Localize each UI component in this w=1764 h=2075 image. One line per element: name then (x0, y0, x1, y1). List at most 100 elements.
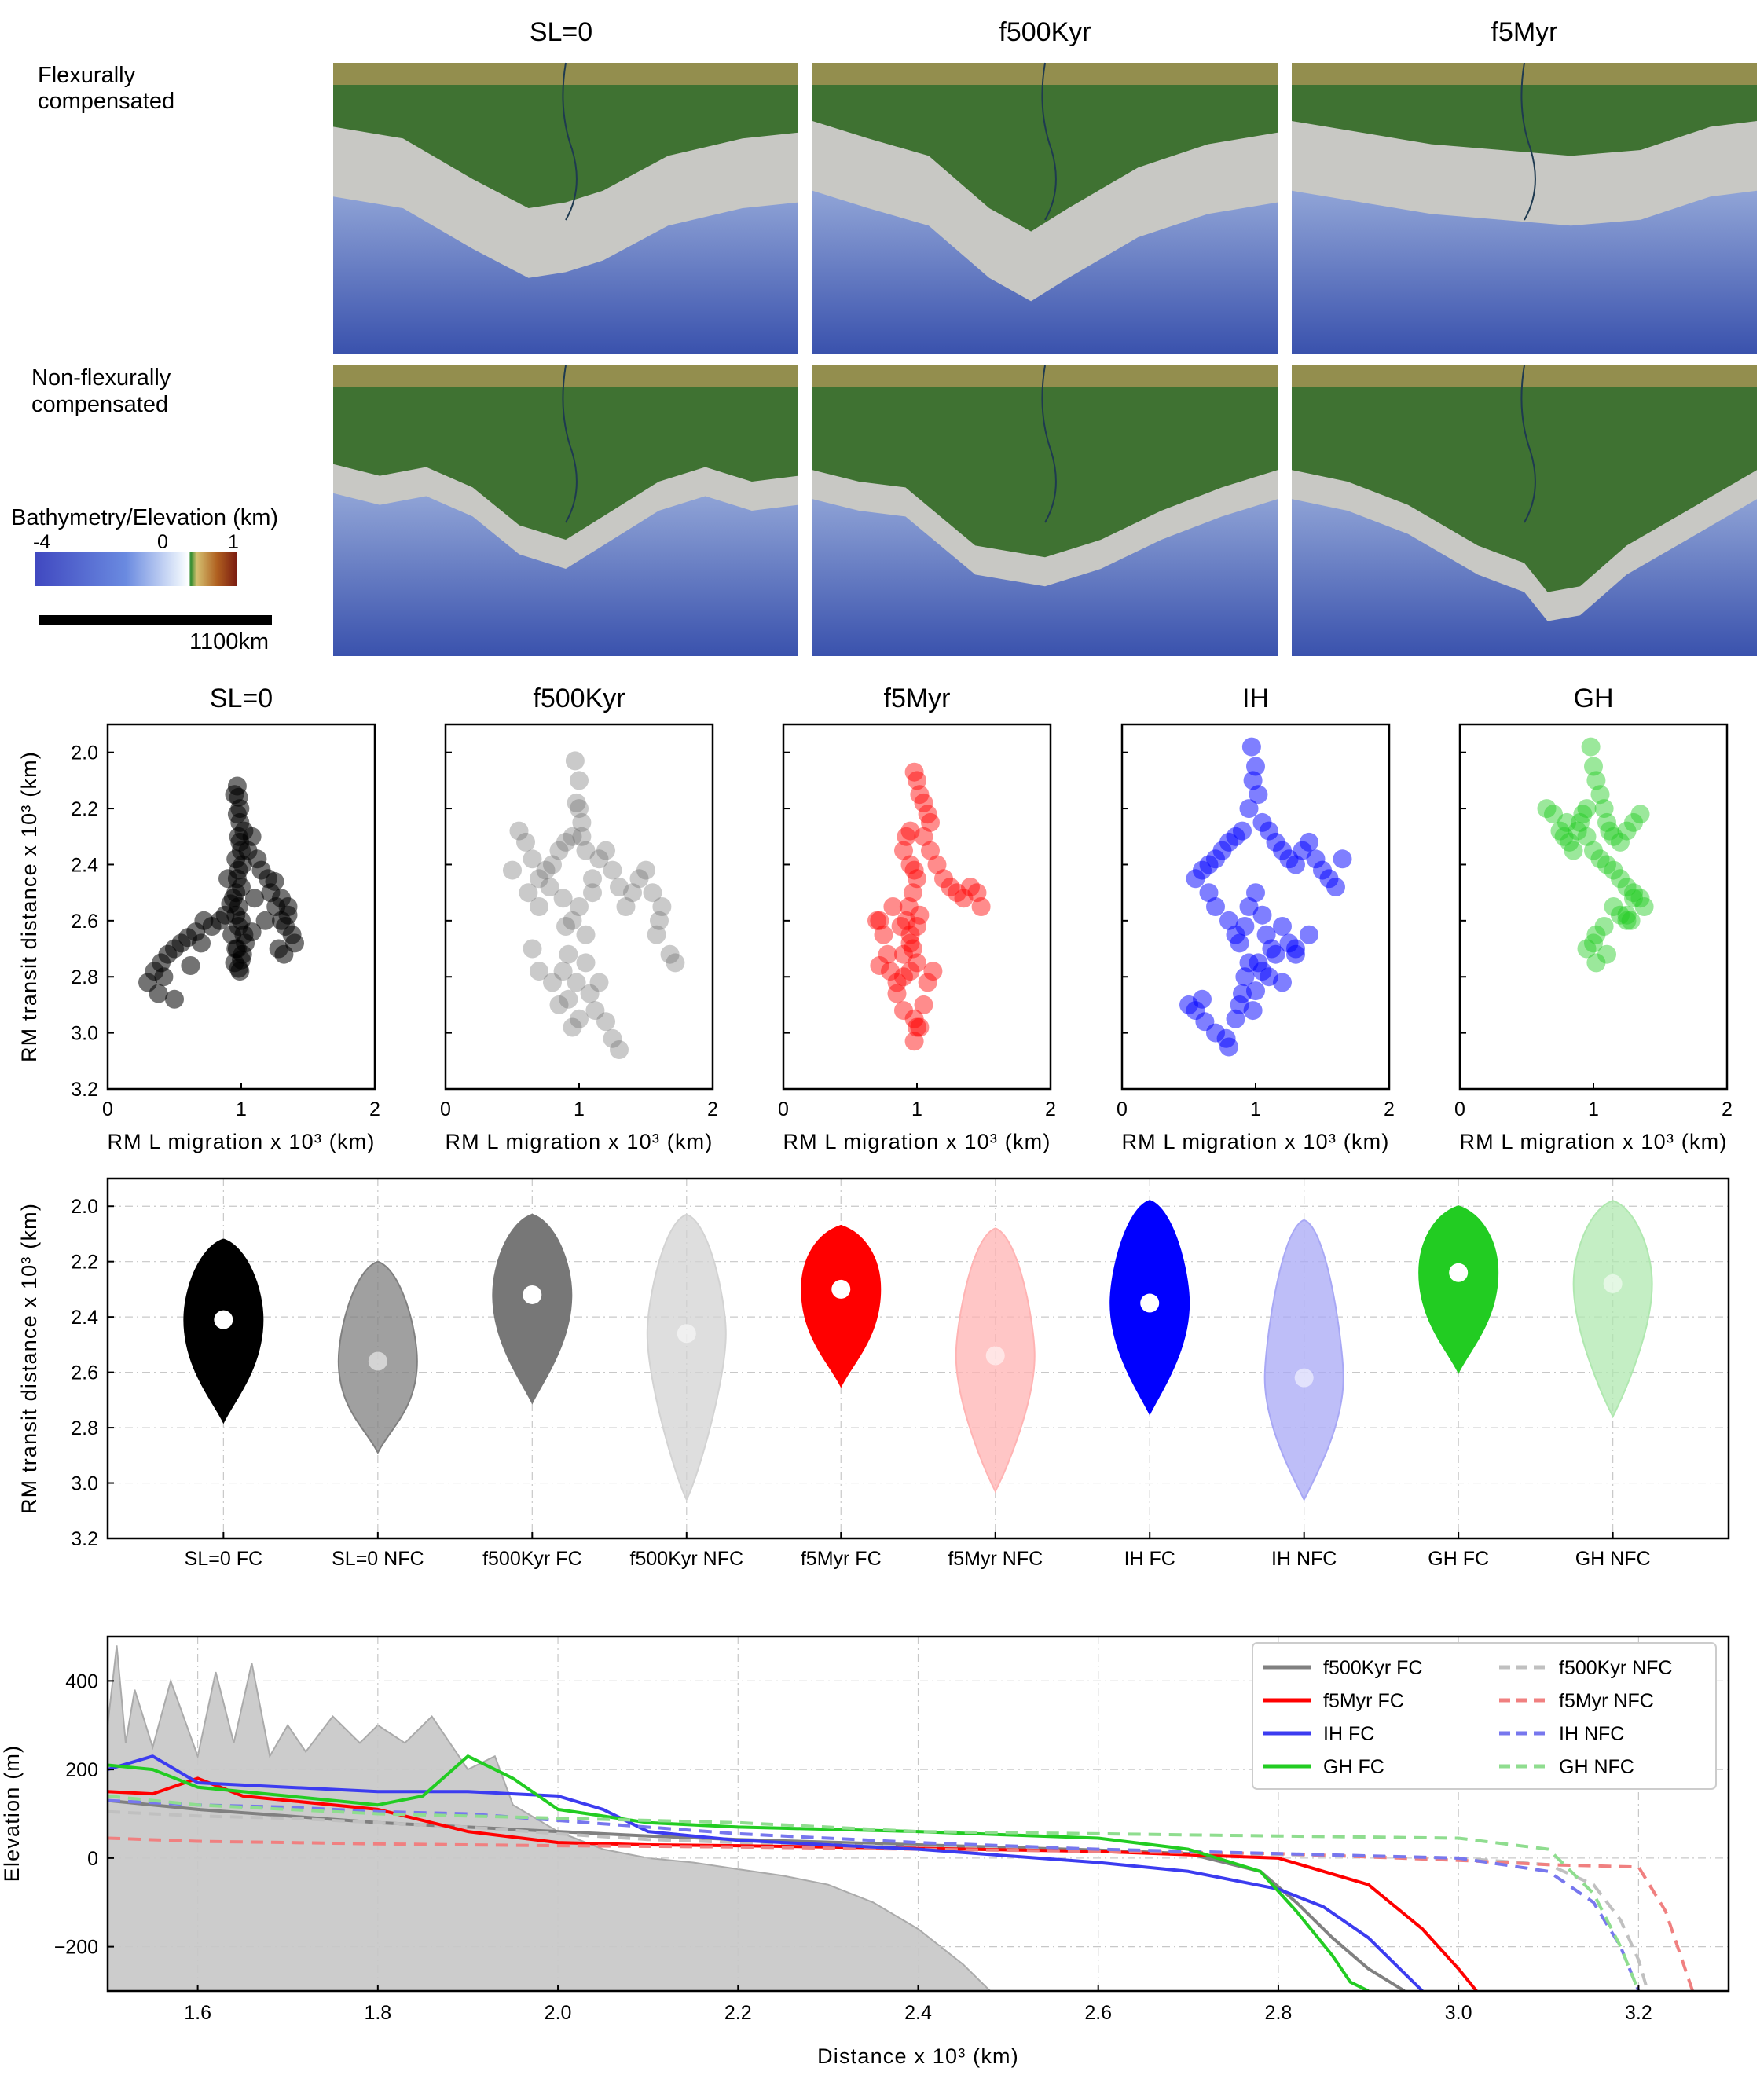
scatter-point (1597, 944, 1616, 964)
scatter-point (530, 962, 548, 981)
scatter-point (572, 812, 592, 832)
profile-ytick-label: 0 (87, 1848, 98, 1870)
violin-body (646, 1213, 727, 1501)
map-river (1520, 62, 1536, 221)
scatter-ylabel: RM transit distance x 10³ (km) (17, 751, 41, 1062)
scatter-point (967, 883, 987, 903)
scatter-point (576, 841, 596, 860)
scatter-point (1544, 805, 1563, 824)
scatter-point (900, 933, 920, 953)
scatter-point (567, 973, 586, 992)
violin-category-label: SL=0 FC (185, 1548, 262, 1570)
scatter-point (181, 956, 200, 975)
map-panel-nfc-1 (333, 365, 798, 656)
scatter-point (894, 967, 913, 987)
scalebar-label: 1100km (189, 629, 269, 654)
colorbar-tick-max: 1 (228, 531, 239, 553)
scatter-point (1246, 981, 1265, 1001)
scatter-point (1590, 849, 1610, 869)
violin-category-label: f5Myr NFC (948, 1548, 1043, 1570)
scatter-point (923, 962, 943, 981)
scatter-point (549, 995, 569, 1014)
scatter-point (867, 911, 886, 930)
scatter-point (1621, 911, 1641, 930)
scatter-point (1586, 925, 1606, 944)
scatter-xlabel: RM L migration x 10³ (km) (107, 1130, 375, 1153)
violin-ytick-label: 2.4 (71, 1307, 98, 1329)
scatter-point (1594, 799, 1614, 819)
scatter-ytick-label: 3.2 (71, 1079, 98, 1101)
scatter-point (516, 832, 535, 852)
map-land (1292, 63, 1757, 156)
scatter-point (503, 860, 522, 880)
scatter-point (149, 984, 168, 1003)
scatter-point (616, 897, 636, 916)
scatter-point (1286, 939, 1305, 959)
map-land (812, 63, 1278, 232)
map-panel-fc-1 (333, 62, 798, 354)
scatter-point (883, 897, 903, 916)
colorbar-tick-min: -4 (33, 531, 50, 553)
scatter-point (904, 860, 924, 880)
scatter-xtick-label: 1 (911, 1098, 922, 1120)
scatter-point (904, 1032, 924, 1051)
scatter-point (1300, 832, 1318, 852)
scatter-point (910, 905, 930, 925)
scatter-point (553, 962, 573, 981)
profile-series-line (108, 1794, 1641, 1991)
profile-series-line (108, 1798, 1641, 1991)
profile-xtick-label: 1.6 (184, 2002, 211, 2024)
scatter-point (1577, 827, 1597, 846)
legend-label: f500Kyr NFC (1559, 1657, 1672, 1679)
scatter-point (576, 953, 596, 973)
violin-body (1572, 1200, 1653, 1419)
scatter-point (921, 841, 940, 860)
violin-category-label: SL=0 NFC (332, 1548, 424, 1570)
profile-ylabel: Elevation (m) (0, 1745, 24, 1883)
profile-xtick-label: 2.0 (545, 2002, 572, 2024)
violin-ylabel: RM transit distance x 10³ (km) (17, 1203, 41, 1514)
scatter-point (666, 953, 685, 973)
scatter-point (255, 911, 275, 930)
violin-category-label: f5Myr FC (801, 1548, 882, 1570)
map-title-2: f500Kyr (999, 17, 1091, 47)
scatter-point (1600, 821, 1619, 841)
map-panel-nfc-3 (1292, 365, 1757, 656)
scatter-point (1604, 827, 1623, 846)
scatter-point (954, 889, 974, 908)
violin-category-label: GH FC (1428, 1548, 1489, 1570)
profile-xtick-label: 2.2 (724, 2002, 752, 2024)
scatter-point (1586, 771, 1606, 790)
scatter-panels: SL=02.02.22.42.62.83.03.20 1 2RM L migrati… (17, 684, 1733, 1153)
scatter-point (543, 973, 562, 992)
scatter-point (596, 1012, 615, 1032)
scatter-point (242, 922, 262, 942)
violin-median-point (677, 1324, 696, 1344)
scatter-point (941, 878, 960, 896)
profile-xlabel: Distance x 10³ (km) (817, 2044, 1019, 2068)
scatter-ytick-label: 2.8 (71, 966, 98, 988)
map-land (333, 365, 798, 540)
map-river (1041, 62, 1057, 221)
map-river (562, 62, 578, 221)
scatter-point (891, 917, 911, 936)
scatter-point (530, 897, 548, 916)
scatter-point (1560, 832, 1579, 852)
violin-median-point (831, 1279, 851, 1299)
violin-panel: 2.0 2.2 2.4 2.6 2.8 3.0 3.2 SL=0 FC SL=0 NFC f500… (17, 1177, 1730, 1570)
scatter-point (1249, 785, 1268, 805)
scatter-point (1249, 953, 1268, 973)
scatter-point (1604, 860, 1623, 880)
scatter-point (900, 962, 920, 981)
scatter-xtick-label: 1 (574, 1098, 585, 1120)
scatter-point (878, 944, 897, 964)
scatter-point (1239, 799, 1259, 819)
scatter-xtick-label: 2 (707, 1098, 718, 1120)
scatter-ytick-label: 2.2 (71, 798, 98, 820)
map-river (1041, 365, 1057, 523)
map-river (1520, 365, 1536, 523)
scatter-point (904, 762, 924, 782)
scatter-xlabel: RM L migration x 10³ (km) (1121, 1130, 1389, 1153)
scatter-point (910, 1017, 930, 1037)
violin-category-label: f500Kyr FC (482, 1548, 581, 1570)
